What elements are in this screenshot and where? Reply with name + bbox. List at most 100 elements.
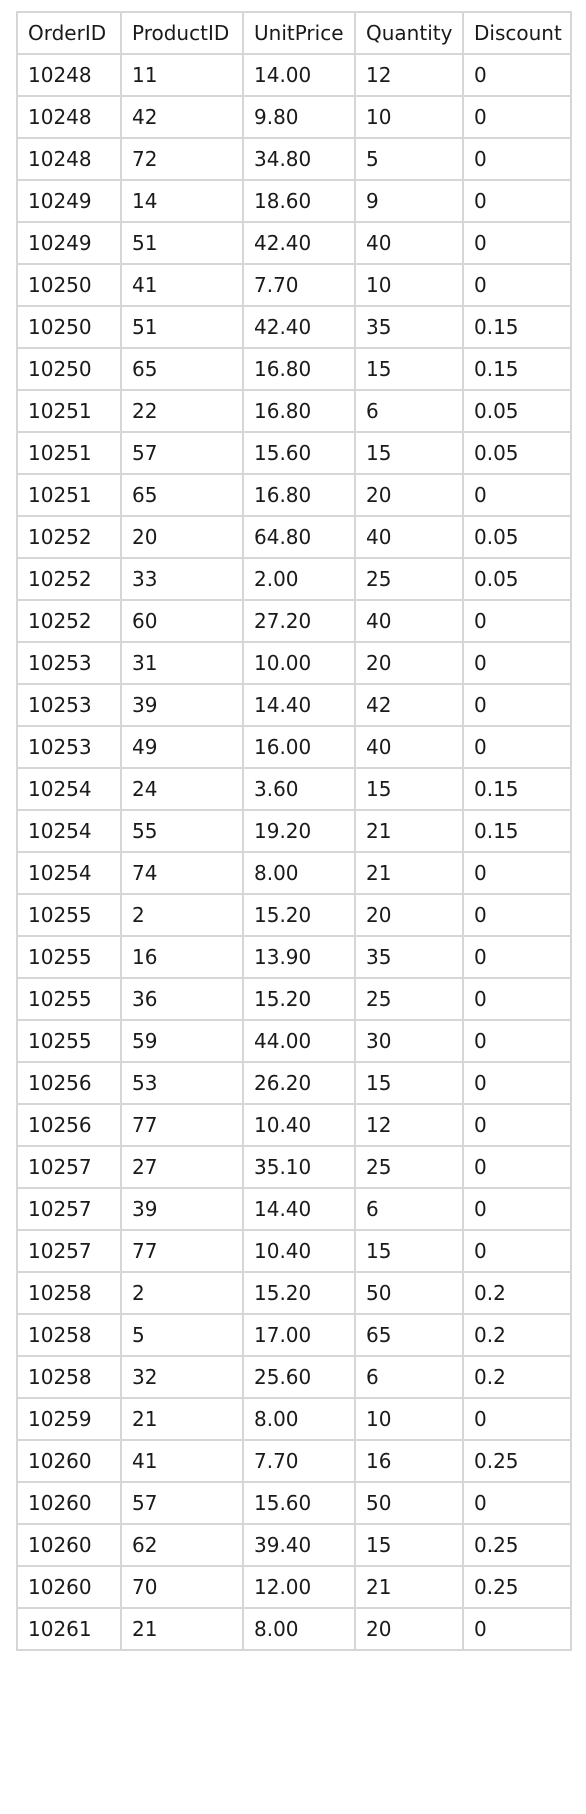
orderid-cell: 10260 [16, 1565, 122, 1609]
productid-cell: 65 [120, 473, 244, 517]
unitprice-cell: 35.10 [242, 1145, 356, 1189]
header-row: OrderID ProductID UnitPrice Quantity Dis… [16, 11, 572, 55]
orderid-cell: 10249 [16, 221, 122, 265]
table-row: 10252 60 27.20 40 0 [16, 599, 572, 643]
quantity-cell: 15 [354, 767, 464, 811]
discount-cell: 0 [462, 1019, 572, 1063]
unitprice-cell: 34.80 [242, 137, 356, 181]
quantity-cell: 65 [354, 1313, 464, 1357]
productid-cell: 57 [120, 1481, 244, 1525]
orderid-cell: 10255 [16, 935, 122, 979]
productid-cell: 49 [120, 725, 244, 769]
quantity-cell: 21 [354, 851, 464, 895]
quantity-cell: 42 [354, 683, 464, 727]
table-row: 10255 59 44.00 30 0 [16, 1019, 572, 1063]
orderid-cell: 10248 [16, 137, 122, 181]
discount-cell: 0.05 [462, 515, 572, 559]
productid-cell: 39 [120, 683, 244, 727]
discount-cell: 0 [462, 137, 572, 181]
discount-cell: 0 [462, 1187, 572, 1231]
unitprice-cell: 10.40 [242, 1229, 356, 1273]
discount-cell: 0 [462, 599, 572, 643]
unitprice-cell: 42.40 [242, 221, 356, 265]
unitprice-cell: 15.60 [242, 431, 356, 475]
column-header-productid: ProductID [120, 11, 244, 55]
unitprice-cell: 16.80 [242, 347, 356, 391]
table-row: 10259 21 8.00 10 0 [16, 1397, 572, 1441]
unitprice-cell: 10.40 [242, 1103, 356, 1147]
discount-cell: 0.05 [462, 431, 572, 475]
column-header-orderid: OrderID [16, 11, 122, 55]
table-row: 10254 74 8.00 21 0 [16, 851, 572, 895]
orderid-cell: 10261 [16, 1607, 122, 1651]
productid-cell: 16 [120, 935, 244, 979]
table-row: 10258 2 15.20 50 0.2 [16, 1271, 572, 1315]
discount-cell: 0 [462, 935, 572, 979]
orderid-cell: 10260 [16, 1523, 122, 1567]
discount-cell: 0.25 [462, 1439, 572, 1483]
productid-cell: 36 [120, 977, 244, 1021]
quantity-cell: 21 [354, 809, 464, 853]
discount-cell: 0 [462, 263, 572, 307]
productid-cell: 77 [120, 1229, 244, 1273]
orderid-cell: 10257 [16, 1187, 122, 1231]
table-row: 10251 22 16.80 6 0.05 [16, 389, 572, 433]
quantity-cell: 10 [354, 95, 464, 139]
unitprice-cell: 25.60 [242, 1355, 356, 1399]
productid-cell: 39 [120, 1187, 244, 1231]
quantity-cell: 15 [354, 347, 464, 391]
discount-cell: 0 [462, 179, 572, 223]
discount-cell: 0.05 [462, 389, 572, 433]
orderid-cell: 10260 [16, 1481, 122, 1525]
discount-cell: 0.15 [462, 809, 572, 853]
table-row: 10250 65 16.80 15 0.15 [16, 347, 572, 391]
orderid-cell: 10248 [16, 95, 122, 139]
unitprice-cell: 7.70 [242, 1439, 356, 1483]
table-row: 10258 32 25.60 6 0.2 [16, 1355, 572, 1399]
table-row: 10255 2 15.20 20 0 [16, 893, 572, 937]
productid-cell: 31 [120, 641, 244, 685]
orderid-cell: 10257 [16, 1145, 122, 1189]
table-row: 10249 14 18.60 9 0 [16, 179, 572, 223]
unitprice-cell: 42.40 [242, 305, 356, 349]
orderid-cell: 10253 [16, 641, 122, 685]
quantity-cell: 40 [354, 515, 464, 559]
productid-cell: 27 [120, 1145, 244, 1189]
discount-cell: 0 [462, 683, 572, 727]
discount-cell: 0.2 [462, 1313, 572, 1357]
table-row: 10258 5 17.00 65 0.2 [16, 1313, 572, 1357]
quantity-cell: 20 [354, 1607, 464, 1651]
table-row: 10248 11 14.00 12 0 [16, 53, 572, 97]
quantity-cell: 10 [354, 1397, 464, 1441]
discount-cell: 0.2 [462, 1355, 572, 1399]
order-details-table: OrderID ProductID UnitPrice Quantity Dis… [16, 11, 572, 1651]
table-row: 10255 36 15.20 25 0 [16, 977, 572, 1021]
quantity-cell: 9 [354, 179, 464, 223]
table-row: 10257 27 35.10 25 0 [16, 1145, 572, 1189]
quantity-cell: 6 [354, 1355, 464, 1399]
quantity-cell: 35 [354, 935, 464, 979]
quantity-cell: 15 [354, 431, 464, 475]
unitprice-cell: 39.40 [242, 1523, 356, 1567]
discount-cell: 0.25 [462, 1523, 572, 1567]
table-row: 10252 33 2.00 25 0.05 [16, 557, 572, 601]
productid-cell: 77 [120, 1103, 244, 1147]
table-header: OrderID ProductID UnitPrice Quantity Dis… [16, 11, 572, 55]
discount-cell: 0 [462, 221, 572, 265]
orderid-cell: 10252 [16, 557, 122, 601]
unitprice-cell: 16.80 [242, 473, 356, 517]
quantity-cell: 40 [354, 221, 464, 265]
table-row: 10254 55 19.20 21 0.15 [16, 809, 572, 853]
productid-cell: 55 [120, 809, 244, 853]
productid-cell: 5 [120, 1313, 244, 1357]
quantity-cell: 20 [354, 641, 464, 685]
discount-cell: 0.25 [462, 1565, 572, 1609]
orderid-cell: 10257 [16, 1229, 122, 1273]
orderid-cell: 10254 [16, 809, 122, 853]
quantity-cell: 6 [354, 1187, 464, 1231]
quantity-cell: 40 [354, 725, 464, 769]
quantity-cell: 35 [354, 305, 464, 349]
productid-cell: 51 [120, 221, 244, 265]
table-row: 10250 41 7.70 10 0 [16, 263, 572, 307]
orderid-cell: 10255 [16, 1019, 122, 1063]
